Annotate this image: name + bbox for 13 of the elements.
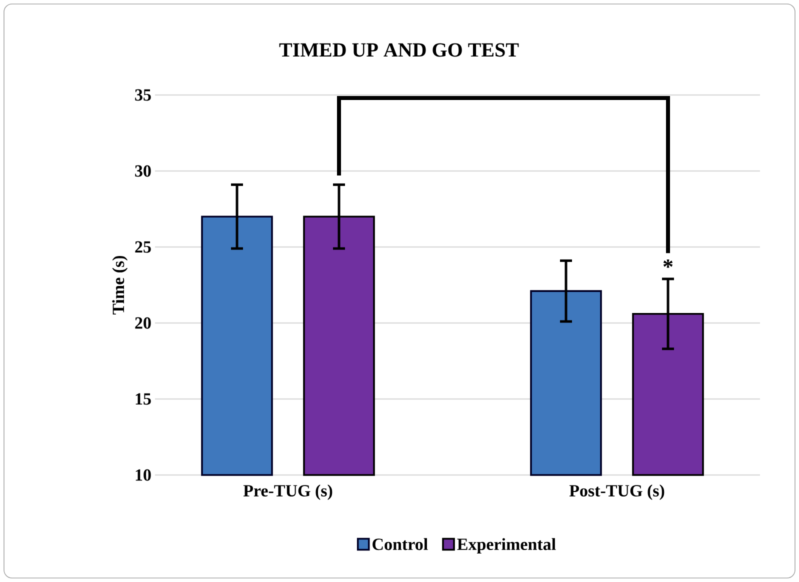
x-tick-label: Pre-TUG (s) <box>243 484 332 500</box>
y-tick-label: 10 <box>136 469 151 481</box>
y-tick-label: 25 <box>135 241 151 253</box>
legend-label: Experimental <box>457 538 556 554</box>
annotation: * <box>663 259 673 268</box>
x-tick-label: Post-TUG (s) <box>569 484 664 500</box>
y-tick-label: 20 <box>135 317 151 329</box>
chart-title: TIMED UP AND GO TEST <box>279 43 519 57</box>
y-tick-label: 15 <box>136 393 151 405</box>
y-tick-label: 35 <box>135 89 151 101</box>
y-axis-title: Time (s) <box>112 256 128 315</box>
y-tick-label: 30 <box>135 165 151 177</box>
legend-label: Control <box>372 538 428 550</box>
